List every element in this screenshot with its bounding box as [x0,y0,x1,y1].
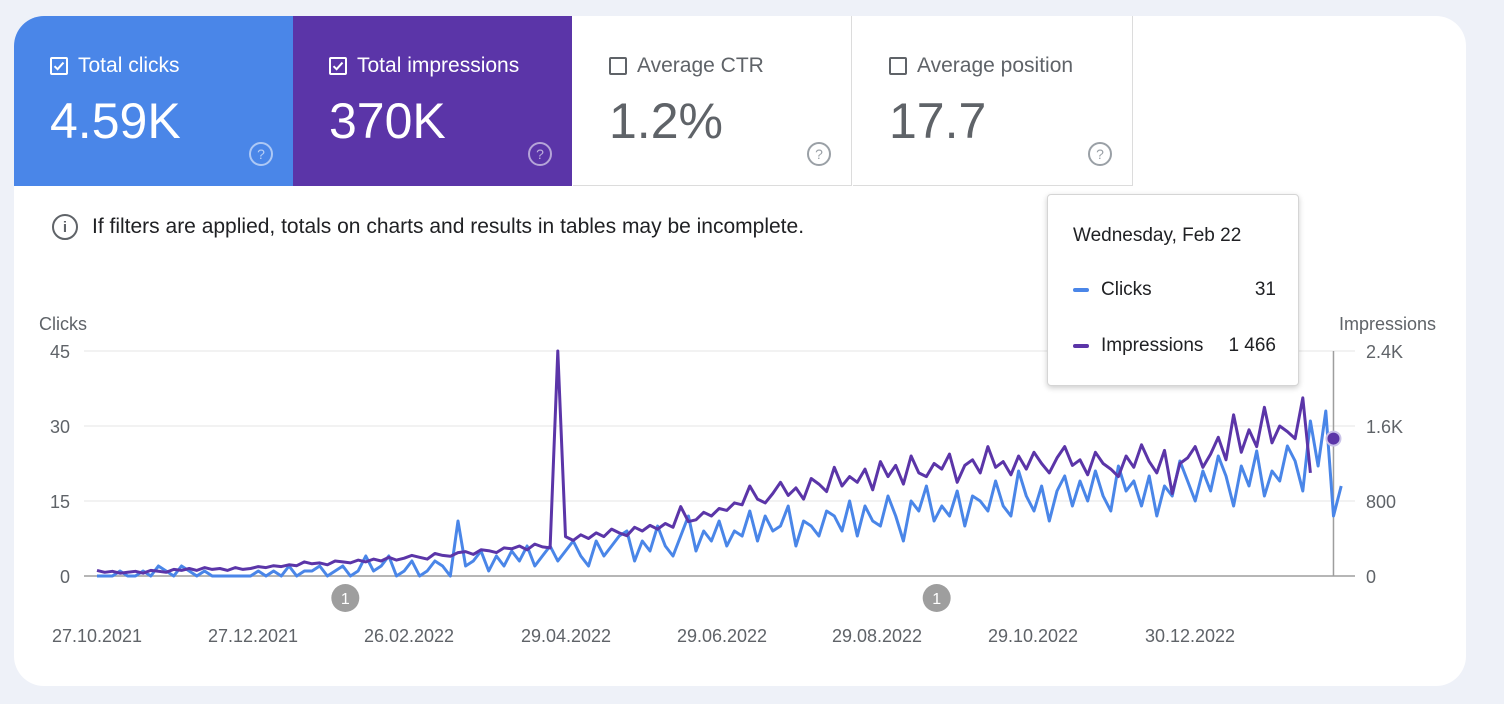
tooltip-value: 31 [1254,279,1276,300]
y2-tick-label: 800 [1366,492,1396,512]
x-tick-label: 29.06.2022 [677,626,767,646]
y2-tick-label: 0 [1366,567,1376,587]
metric-label: Total clicks [78,54,180,77]
tooltip-date: Wednesday, Feb 22 [1073,225,1242,246]
metric-label: Total impressions [357,54,520,77]
y2-axis-title: Impressions [1339,314,1436,334]
help-circle-icon[interactable]: ? [1088,142,1112,166]
y2-tick-label: 1.6K [1366,417,1403,437]
x-tick-label: 29.04.2022 [521,626,611,646]
help-circle-icon[interactable]: ? [807,142,831,166]
y-tick-label: 0 [60,567,70,587]
metric-total-clicks[interactable]: Total clicks 4.59K ? [14,16,293,186]
metric-value: 17.7 [889,93,987,149]
checkbox-checked-icon[interactable] [50,57,68,75]
annotation-label: 1 [932,591,941,608]
metric-average-position[interactable]: Average position 17.7 ? [853,16,1133,186]
metric-value: 1.2% [609,93,723,149]
x-tick-label: 26.02.2022 [364,626,454,646]
checkbox-unchecked-icon[interactable] [609,57,627,75]
metric-value: 4.59K [50,93,181,149]
help-circle-icon[interactable]: ? [528,142,552,166]
checkbox-unchecked-icon[interactable] [889,57,907,75]
y-tick-label: 30 [50,417,70,437]
metric-label: Average position [917,54,1074,77]
x-tick-label: 29.10.2022 [988,626,1078,646]
annotation-marker [922,584,951,612]
filter-notice: i If filters are applied, totals on char… [52,214,804,240]
tooltip-label: Clicks [1101,279,1152,300]
checkbox-checked-icon[interactable] [329,57,347,75]
tooltip-row-impressions: Impressions 1 466 [1073,335,1276,357]
metric-total-impressions[interactable]: Total impressions 370K ? [293,16,572,186]
metric-average-ctr[interactable]: Average CTR 1.2% ? [573,16,852,186]
help-circle-icon[interactable]: ? [249,142,273,166]
clicks-legend-swatch [1073,288,1089,292]
impressions-legend-swatch [1073,344,1089,348]
y-tick-label: 45 [50,342,70,362]
annotation-label: 1 [341,591,350,608]
x-tick-label: 27.10.2021 [52,626,142,646]
annotation-marker [331,584,360,612]
x-tick-label: 30.12.2022 [1145,626,1235,646]
hover-point [1325,430,1342,447]
metric-label: Average CTR [637,54,764,77]
series-line-impressions [96,349,1312,575]
tooltip-label: Impressions [1101,335,1204,356]
chart-tooltip: Wednesday, Feb 22 Clicks 31 Impressions … [1047,194,1299,386]
notice-text: If filters are applied, totals on charts… [92,215,805,238]
y2-tick-label: 2.4K [1366,342,1403,362]
x-tick-label: 27.12.2021 [208,626,298,646]
y-tick-label: 15 [50,492,70,512]
y-axis-title: Clicks [39,314,87,334]
x-tick-label: 29.08.2022 [832,626,922,646]
metric-value: 370K [329,93,446,149]
tooltip-row-clicks: Clicks 31 [1073,279,1276,301]
info-icon: i [52,214,78,240]
tooltip-value: 1 466 [1228,335,1276,356]
series-line-clicks [97,409,1343,578]
